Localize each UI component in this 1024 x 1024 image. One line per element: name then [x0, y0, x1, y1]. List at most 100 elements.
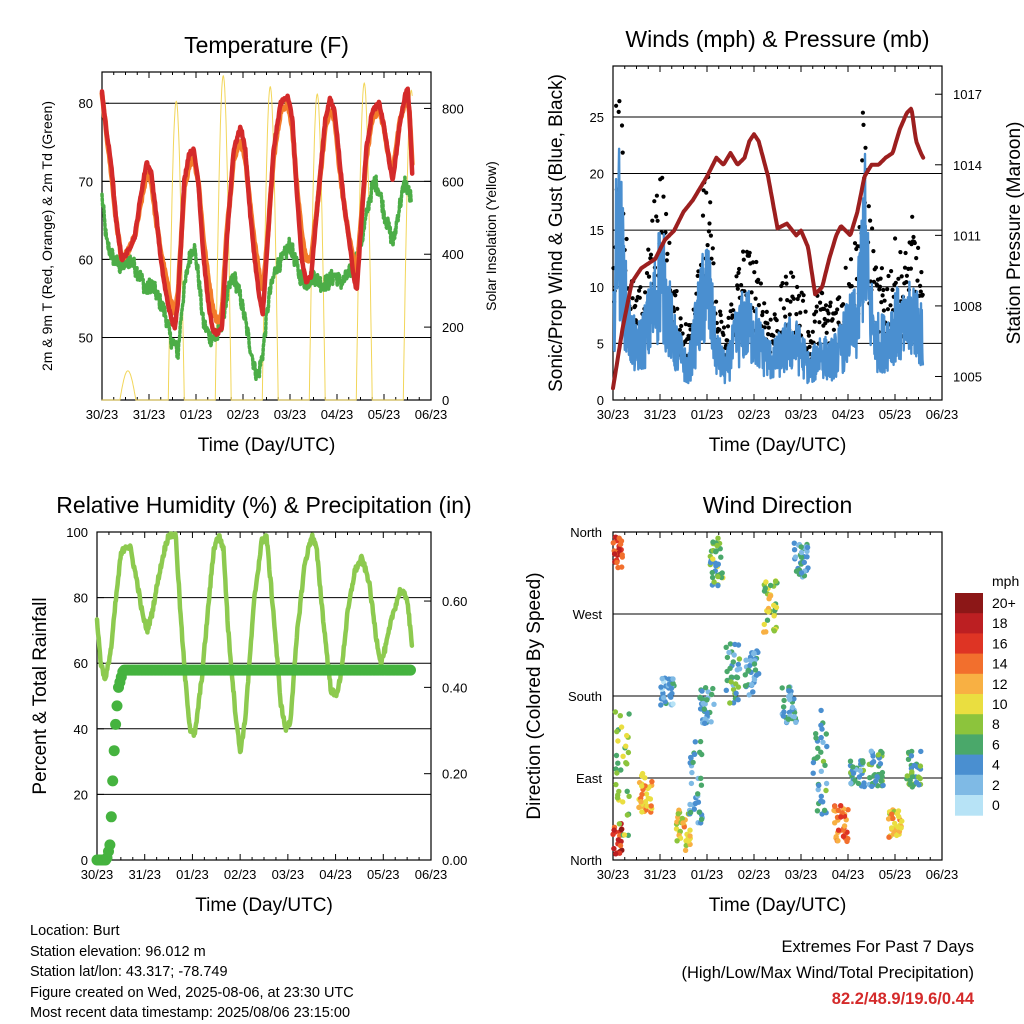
- direction-point: [840, 833, 847, 839]
- x-tick-label: 03/23: [272, 867, 305, 882]
- gust-point: [886, 273, 891, 279]
- gust-point: [915, 278, 920, 283]
- gust-point: [791, 274, 796, 279]
- direction-point: [822, 762, 828, 768]
- x-tick-label: 31/23: [644, 867, 677, 882]
- direction-point: [674, 838, 680, 844]
- gust-point: [760, 309, 765, 315]
- gust-point: [735, 286, 740, 291]
- created-text: Figure created on Wed, 2025-08-06, at 23…: [30, 984, 354, 1001]
- x-tick-label: 31/23: [644, 407, 677, 422]
- direction-point: [617, 541, 624, 547]
- direction-point: [623, 743, 629, 749]
- gust-point: [889, 269, 894, 274]
- gust-point: [677, 327, 683, 332]
- direction-point: [625, 749, 632, 756]
- direction-point: [682, 847, 689, 853]
- gust-point: [863, 145, 868, 150]
- direction-point: [913, 779, 920, 786]
- gust-point: [674, 289, 679, 294]
- recent-text: Most recent data timestamp: 2025/08/06 2…: [30, 1005, 351, 1022]
- y-tick-label: 40: [74, 722, 88, 737]
- direction-point: [787, 696, 793, 703]
- gust-point: [717, 327, 722, 332]
- y-tick-label: 20: [590, 167, 604, 182]
- direction-point: [616, 788, 622, 795]
- direction-point: [621, 832, 628, 838]
- direction-point: [767, 582, 774, 589]
- gust-point: [825, 318, 831, 323]
- gust-point: [747, 250, 752, 255]
- gust-point: [624, 236, 629, 242]
- colorbar-swatch: [955, 694, 983, 715]
- precip-point: [110, 718, 122, 730]
- gust-point: [664, 258, 669, 263]
- direction-point: [835, 838, 841, 844]
- direction-point: [850, 770, 857, 776]
- gust-point: [780, 281, 785, 286]
- colorbar-swatch: [955, 653, 983, 675]
- gust-point: [709, 256, 714, 261]
- colorbar-label: 16: [992, 635, 1008, 651]
- direction-point: [697, 738, 704, 745]
- direction-point: [626, 793, 632, 799]
- direction-point: [688, 754, 694, 761]
- humidity-panel: 30/23 31/23 01/23 02/23 03/23 04/23 05/23 06/23…: [30, 492, 472, 916]
- gust-point: [630, 296, 635, 301]
- direction-point: [857, 767, 863, 774]
- direction-point: [619, 552, 625, 558]
- gust-point: [710, 246, 715, 251]
- gust-point: [833, 310, 839, 315]
- direction-point: [742, 672, 748, 678]
- gust-point: [705, 243, 710, 248]
- gust-point: [711, 261, 716, 266]
- direction-point: [870, 759, 877, 765]
- y-tick-label: 20: [74, 787, 88, 802]
- y-right-tick-label: 1014: [953, 158, 982, 173]
- y-tick-label: 0: [597, 393, 604, 408]
- direction-point: [892, 820, 898, 827]
- direction-point: [855, 780, 862, 787]
- gust-point: [882, 298, 887, 303]
- gust-point: [754, 259, 759, 265]
- x-tick-label: 04/23: [319, 867, 352, 882]
- direction-point: [670, 676, 676, 682]
- gust-point: [824, 330, 829, 335]
- direction-point: [699, 688, 705, 694]
- gust-point: [766, 332, 771, 337]
- direction-point: [918, 748, 924, 755]
- direction-point: [730, 686, 737, 693]
- direction-point: [847, 758, 854, 764]
- direction-point: [715, 561, 721, 567]
- gust-point: [620, 150, 625, 155]
- gust-point: [820, 291, 825, 296]
- y-tick-label: North: [570, 525, 602, 540]
- gust-point: [634, 298, 639, 303]
- gust-point: [908, 266, 914, 271]
- y-right-tick-label: 0.40: [442, 680, 467, 695]
- y-right-tick-label: 600: [442, 174, 464, 189]
- direction-point: [747, 662, 753, 669]
- gust-point: [654, 193, 660, 198]
- direction-point: [624, 732, 630, 739]
- gust-point: [843, 265, 848, 270]
- elevation-text: Station elevation: 96.012 m: [30, 943, 206, 960]
- gust-point: [795, 284, 800, 290]
- gust-point: [912, 240, 917, 246]
- speed-colorbar: mph 20+ 18 16 14 12 10 8 6 4 2 0: [955, 573, 1019, 816]
- panel-title: Relative Humidity (%) & Precipitation (i…: [56, 492, 471, 518]
- direction-point: [751, 661, 758, 667]
- x-tick-label: 30/23: [86, 407, 119, 422]
- gust-point: [781, 306, 787, 311]
- gust-point: [673, 293, 678, 298]
- colorbar-label: 14: [992, 656, 1008, 672]
- direction-point: [823, 780, 830, 787]
- direction-point: [772, 578, 779, 584]
- direction-point: [810, 759, 817, 766]
- gust-point: [695, 273, 700, 278]
- direction-point: [718, 554, 724, 560]
- direction-point: [679, 815, 685, 822]
- extremes-values: 82.2/48.9/19.6/0.44: [831, 990, 974, 1008]
- gust-point: [675, 306, 680, 311]
- gust-point: [879, 266, 885, 271]
